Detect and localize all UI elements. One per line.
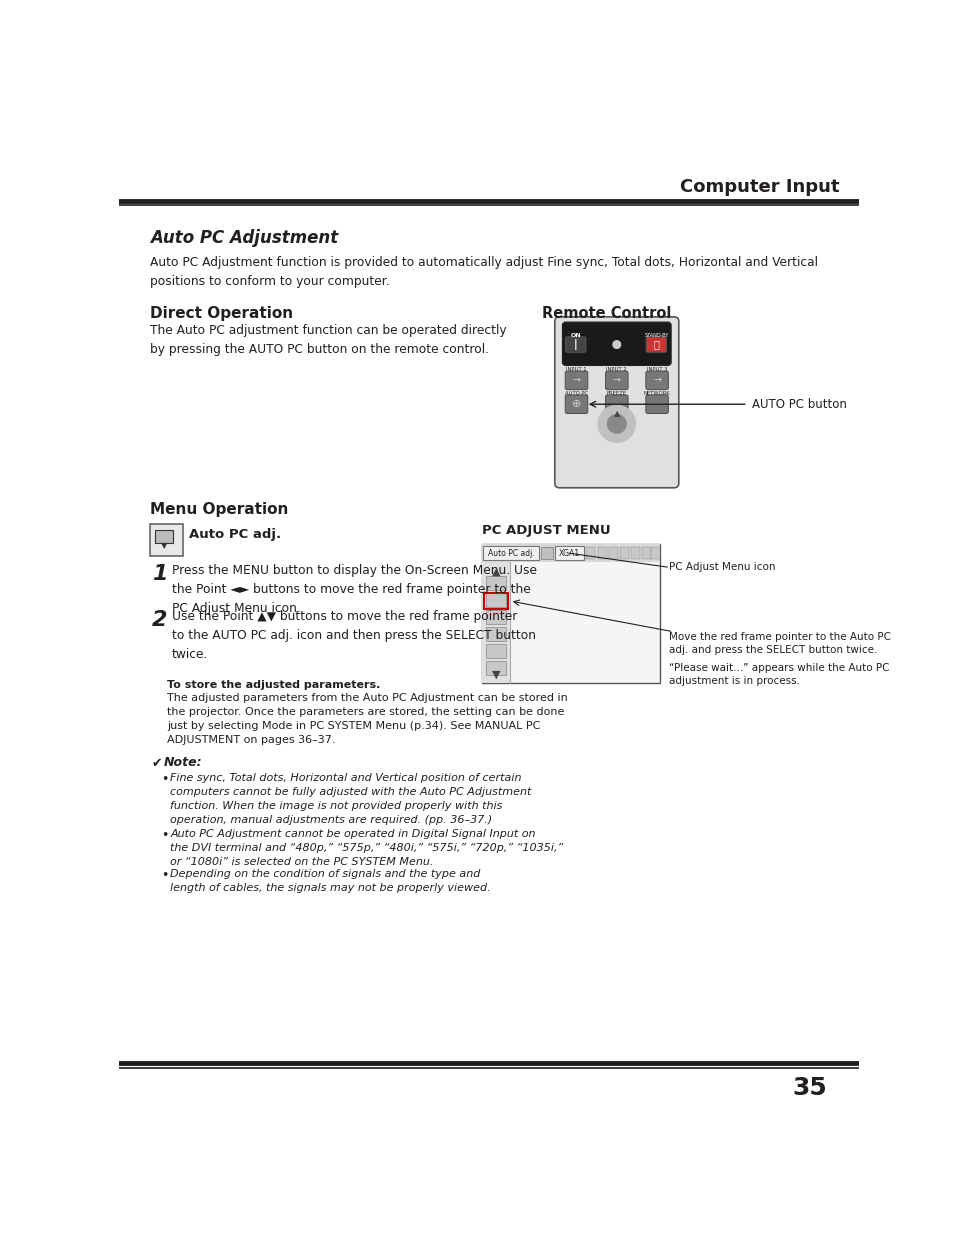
Text: ▲: ▲ — [613, 409, 619, 417]
Bar — [481, 543, 659, 562]
Bar — [585, 547, 595, 559]
Circle shape — [607, 415, 625, 433]
Text: AUTO PC button: AUTO PC button — [751, 398, 845, 411]
Bar — [484, 593, 507, 609]
FancyBboxPatch shape — [605, 370, 627, 389]
FancyBboxPatch shape — [565, 395, 587, 414]
Bar — [485, 627, 505, 641]
Bar — [485, 610, 505, 624]
Bar — [555, 546, 583, 561]
Bar — [481, 543, 659, 683]
Circle shape — [612, 341, 620, 348]
Text: The Auto PC adjustment function can be operated directly
by pressing the AUTO PC: The Auto PC adjustment function can be o… — [150, 324, 506, 356]
Text: NETWORK: NETWORK — [643, 390, 670, 395]
Bar — [641, 547, 650, 559]
FancyBboxPatch shape — [555, 317, 679, 488]
FancyBboxPatch shape — [565, 337, 585, 352]
Text: PC ADJUST MENU: PC ADJUST MENU — [481, 524, 610, 537]
Bar — [485, 645, 505, 658]
Text: FREEZE: FREEZE — [606, 390, 626, 395]
Text: Remote Control: Remote Control — [541, 306, 670, 321]
Text: ▲: ▲ — [491, 567, 499, 577]
FancyBboxPatch shape — [645, 337, 666, 352]
Bar — [150, 524, 183, 556]
Text: Fine sync, Total dots, Horizontal and Vertical position of certain
computers can: Fine sync, Total dots, Horizontal and Ve… — [171, 773, 531, 825]
Bar — [540, 547, 553, 559]
Text: STAND-BY: STAND-BY — [644, 332, 669, 338]
Text: ▼: ▼ — [161, 541, 168, 550]
Text: Auto PC adj.: Auto PC adj. — [488, 548, 535, 558]
Text: 1: 1 — [152, 564, 167, 584]
Text: •: • — [161, 773, 169, 787]
Text: →: → — [653, 375, 660, 385]
FancyBboxPatch shape — [605, 395, 627, 414]
Text: ✔: ✔ — [152, 757, 162, 769]
Text: XGA1: XGA1 — [558, 548, 579, 558]
Text: To store the adjusted parameters.: To store the adjusted parameters. — [167, 679, 380, 689]
FancyBboxPatch shape — [645, 395, 668, 414]
FancyBboxPatch shape — [565, 370, 587, 389]
Bar — [483, 546, 538, 561]
FancyBboxPatch shape — [645, 370, 668, 389]
Text: Note:: Note: — [164, 757, 203, 769]
Text: Auto PC Adjustment cannot be operated in Digital Signal Input on
the DVI termina: Auto PC Adjustment cannot be operated in… — [171, 829, 563, 867]
Text: →: → — [612, 375, 620, 385]
Text: |: | — [574, 340, 577, 350]
Text: →: → — [572, 375, 580, 385]
Text: ⏻: ⏻ — [653, 340, 659, 350]
Bar — [630, 547, 639, 559]
Text: INPUT 2: INPUT 2 — [606, 367, 626, 372]
Text: ▼: ▼ — [491, 669, 499, 680]
FancyBboxPatch shape — [562, 322, 670, 366]
Bar — [485, 661, 505, 674]
Text: “Please wait...” appears while the Auto PC
adjustment is in process.: “Please wait...” appears while the Auto … — [669, 662, 889, 685]
Bar — [485, 593, 505, 608]
Text: PC Adjust Menu icon: PC Adjust Menu icon — [669, 562, 775, 572]
Text: Move the red frame pointer to the Auto PC
adj. and press the SELECT button twice: Move the red frame pointer to the Auto P… — [669, 632, 890, 655]
Bar — [650, 547, 659, 559]
Text: Computer Input: Computer Input — [679, 178, 840, 196]
Text: Press the MENU button to display the On-Screen Menu. Use
the Point ◄► buttons to: Press the MENU button to display the On-… — [172, 564, 537, 615]
Circle shape — [598, 405, 635, 442]
Text: INPUT 3: INPUT 3 — [646, 367, 667, 372]
Text: 2: 2 — [152, 610, 167, 630]
Text: Auto PC Adjustment: Auto PC Adjustment — [150, 228, 338, 247]
Text: AUTO PC: AUTO PC — [564, 390, 587, 395]
Text: Depending on the condition of signals and the type and
length of cables, the sig: Depending on the condition of signals an… — [171, 869, 491, 893]
Text: ⊕: ⊕ — [571, 399, 580, 409]
Text: Auto PC Adjustment function is provided to automatically adjust Fine sync, Total: Auto PC Adjustment function is provided … — [150, 256, 818, 288]
Text: Direct Operation: Direct Operation — [150, 306, 294, 321]
Text: •: • — [161, 869, 169, 882]
Text: The adjusted parameters from the Auto PC Adjustment can be stored in
the project: The adjusted parameters from the Auto PC… — [167, 693, 567, 746]
Bar — [598, 547, 607, 559]
Text: Auto PC adj.: Auto PC adj. — [189, 529, 281, 541]
Bar — [154, 530, 173, 543]
Text: INPUT 1: INPUT 1 — [565, 367, 586, 372]
Text: ON: ON — [571, 332, 581, 338]
Bar — [481, 562, 509, 683]
Bar — [619, 547, 629, 559]
Bar — [608, 547, 618, 559]
Text: Use the Point ▲▼ buttons to move the red frame pointer
to the AUTO PC adj. icon : Use the Point ▲▼ buttons to move the red… — [172, 610, 536, 661]
Bar — [485, 577, 505, 590]
Text: •: • — [161, 829, 169, 842]
Text: 35: 35 — [792, 1076, 827, 1099]
Text: Menu Operation: Menu Operation — [150, 503, 289, 517]
